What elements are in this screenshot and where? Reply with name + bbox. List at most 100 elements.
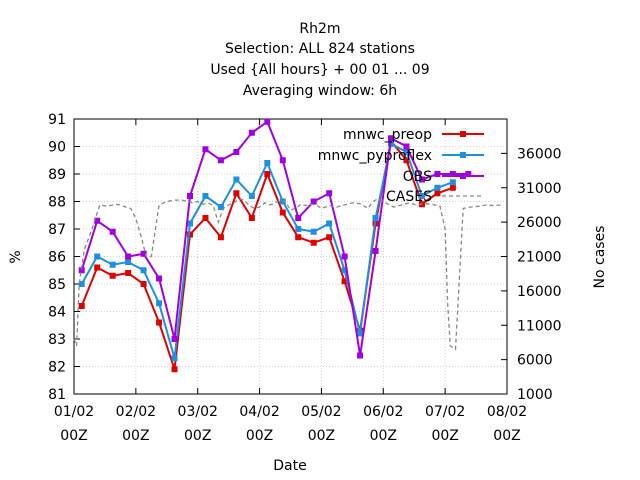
legend-label-mnwc-pyproflex: mnwc_pyproflex	[318, 148, 432, 164]
data-point-mnwc-preop	[279, 209, 286, 216]
data-point-mnwc-preop	[94, 264, 101, 271]
x-tick-label: 02/02	[116, 404, 156, 420]
x-tick-label: 00Z	[493, 428, 520, 444]
y-tick-label: 83	[48, 332, 66, 348]
x-tick-label: 05/02	[301, 404, 341, 420]
y-tick-label: 82	[48, 360, 66, 376]
data-point-mnwc-pyproflex	[109, 261, 116, 268]
data-point-obs	[202, 146, 209, 153]
data-point-obs	[372, 248, 379, 254]
legend-label-cases: CASES	[386, 189, 432, 205]
y2-axis-label: No cases	[592, 226, 608, 289]
data-point-obs	[186, 193, 193, 199]
legend: mnwc_preop mnwc_pyproflex OBS CASES	[318, 127, 484, 205]
data-point-obs	[140, 250, 147, 257]
data-point-obs	[326, 190, 333, 197]
data-point-mnwc-pyproflex	[171, 355, 178, 362]
y2-tick-label: 21000	[517, 250, 562, 266]
data-point-mnwc-pyproflex	[279, 198, 286, 205]
data-point-obs	[465, 171, 472, 177]
data-point-mnwc-pyproflex	[341, 267, 348, 274]
y-tick-label: 81	[48, 387, 66, 403]
chart-title-line-2: Selection: ALL 824 stations	[225, 41, 415, 57]
data-point-mnwc-pyproflex	[372, 215, 379, 221]
data-point-mnwc-preop	[140, 281, 147, 287]
legend-marker-obs	[460, 173, 466, 179]
x-tick-label: 00Z	[246, 428, 273, 444]
x-tick-label: 08/02	[487, 404, 527, 420]
y2-tick-label: 31000	[517, 181, 562, 197]
grid	[74, 119, 507, 394]
y-tick-label: 88	[48, 195, 66, 211]
data-point-mnwc-preop	[449, 184, 456, 191]
data-point-mnwc-preop	[264, 171, 271, 177]
data-point-mnwc-preop	[434, 190, 441, 197]
legend-label-obs: OBS	[403, 169, 432, 185]
data-point-mnwc-preop	[248, 215, 255, 221]
data-point-mnwc-pyproflex	[434, 184, 441, 191]
data-point-mnwc-pyproflex	[264, 160, 271, 166]
data-point-mnwc-preop	[109, 272, 116, 279]
y-tick-label: 91	[48, 112, 66, 128]
data-point-mnwc-pyproflex	[94, 253, 101, 260]
chart-title-line-3: Used {All hours} + 00 01 ... 09	[210, 62, 430, 78]
data-point-mnwc-pyproflex	[78, 281, 85, 287]
y-tick-label: 85	[48, 277, 66, 293]
series-line-cases	[73, 198, 502, 351]
y-tick-label: 84	[48, 305, 66, 321]
data-point-mnwc-pyproflex	[156, 300, 163, 307]
data-point-obs	[388, 135, 395, 142]
data-point-mnwc-pyproflex	[310, 228, 317, 235]
data-point-mnwc-preop	[78, 303, 85, 309]
x-tick-label: 00Z	[370, 428, 397, 444]
x-tick-label: 04/02	[239, 404, 279, 420]
data-point-obs	[279, 157, 286, 164]
data-point-mnwc-preop	[171, 366, 178, 373]
data-point-obs	[434, 171, 441, 177]
data-point-obs	[78, 267, 85, 274]
x-tick-label: 06/02	[363, 404, 403, 420]
data-point-mnwc-preop	[295, 234, 302, 241]
y-tick-label: 90	[48, 140, 66, 156]
data-point-mnwc-pyproflex	[418, 193, 425, 199]
data-point-obs	[295, 215, 302, 221]
y2-tick-label: 36000	[517, 146, 562, 162]
data-point-mnwc-preop	[341, 278, 348, 285]
data-point-mnwc-pyproflex	[140, 267, 147, 274]
data-point-mnwc-pyproflex	[449, 179, 456, 186]
data-point-mnwc-preop	[186, 231, 193, 238]
legend-marker-mnwc-preop	[460, 131, 466, 137]
data-point-obs	[171, 336, 178, 342]
series-layer	[73, 118, 502, 373]
x-tick-label: 01/02	[54, 404, 94, 420]
chart-title-line-4: Averaging window: 6h	[242, 83, 398, 99]
data-point-mnwc-preop	[217, 234, 224, 241]
y-axis-label: %	[8, 250, 24, 263]
data-point-mnwc-preop	[125, 270, 132, 276]
y-tick-label: 89	[48, 167, 66, 183]
data-point-mnwc-pyproflex	[125, 259, 132, 265]
chart-title-line-1: Rh2m	[299, 21, 341, 37]
data-point-mnwc-pyproflex	[248, 193, 255, 199]
data-point-obs	[94, 217, 101, 224]
y-tick-label: 87	[48, 222, 66, 238]
x-axis-label: Date	[273, 458, 306, 474]
data-point-obs	[310, 198, 317, 205]
data-point-mnwc-pyproflex	[186, 220, 193, 227]
x-tick-label: 03/02	[178, 404, 218, 420]
data-point-mnwc-pyproflex	[202, 193, 209, 199]
x-tick-label: 00Z	[184, 428, 211, 444]
data-point-obs	[233, 149, 240, 155]
y2-tick-label: 16000	[517, 284, 562, 300]
data-point-mnwc-preop	[326, 234, 333, 241]
x-tick-label: 00Z	[122, 428, 149, 444]
data-point-mnwc-pyproflex	[295, 226, 302, 232]
y-tick-label: 86	[48, 250, 66, 266]
legend-label-mnwc-preop: mnwc_preop	[343, 127, 432, 143]
data-point-mnwc-pyproflex	[326, 220, 333, 227]
data-point-obs	[109, 228, 116, 235]
data-point-mnwc-preop	[403, 157, 410, 164]
y2-tick-label: 1000	[517, 387, 553, 403]
data-point-obs	[449, 171, 456, 177]
